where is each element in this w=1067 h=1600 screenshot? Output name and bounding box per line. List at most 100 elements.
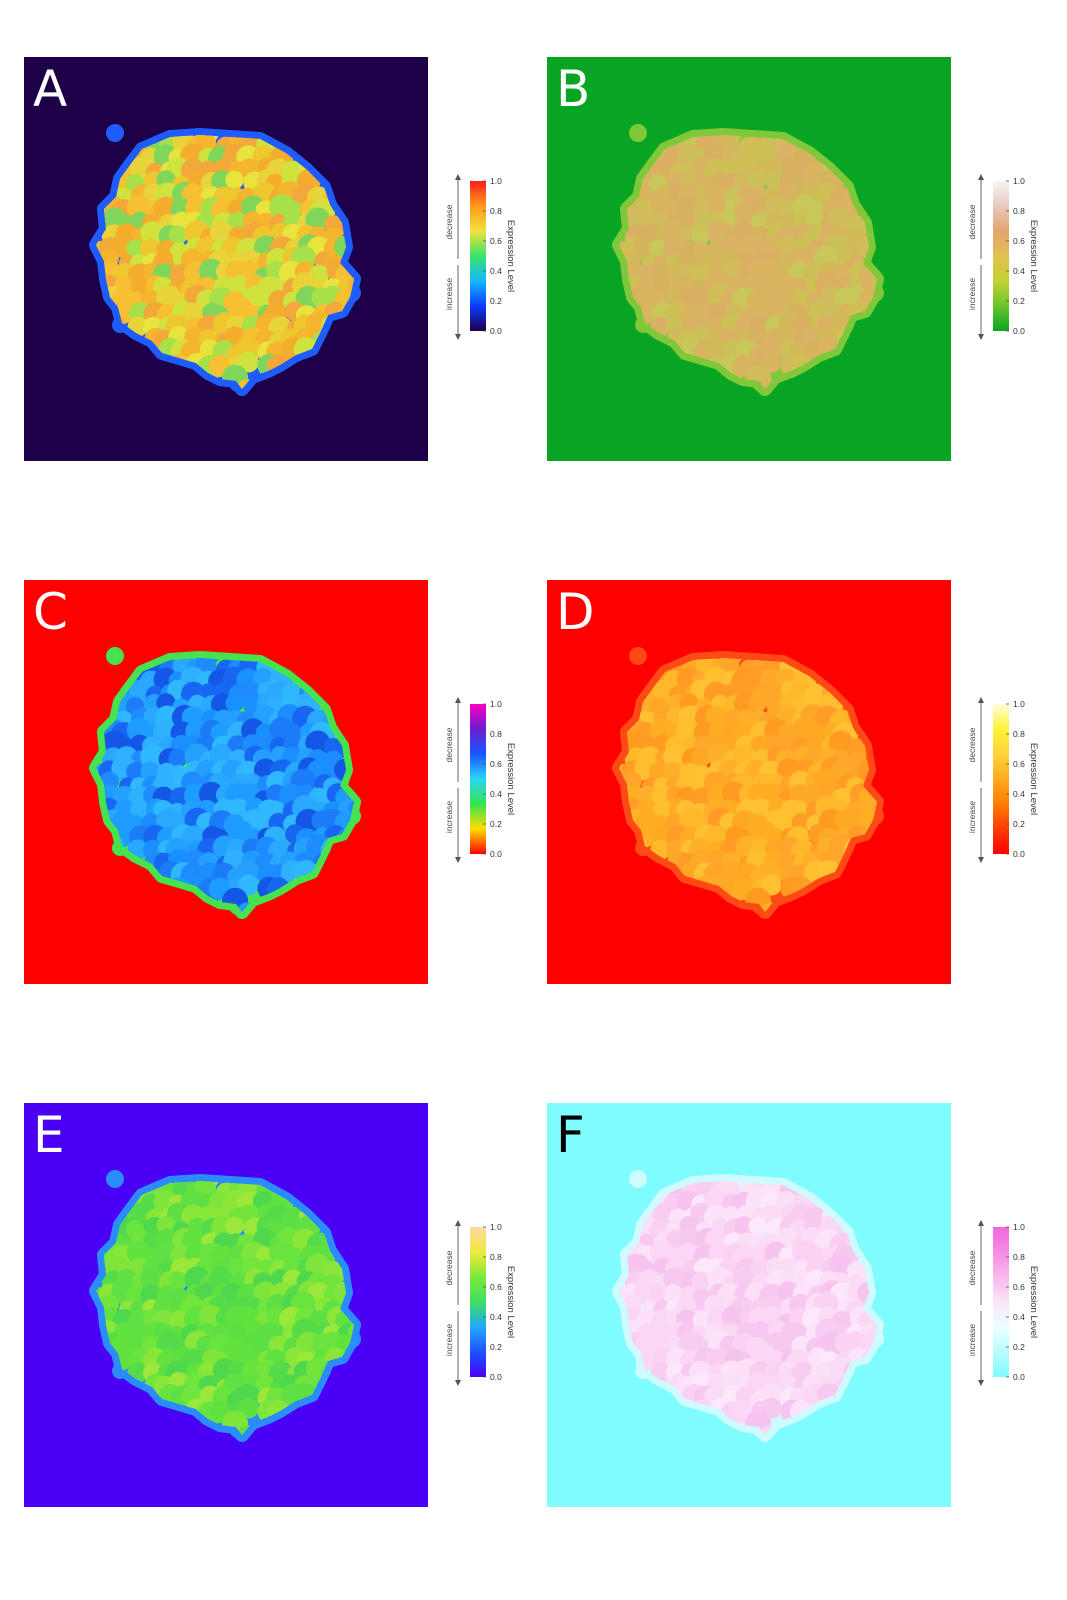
colorbar-legend-d: 1.0 0.8 0.6 0.4 0.2 0.0 Expression Level decrea…	[961, 695, 1041, 875]
heatmap-edge-cell	[629, 1170, 647, 1188]
heatmap-svg-b	[547, 57, 951, 461]
heatmap-cell	[305, 730, 331, 756]
decrease-label: decrease	[967, 204, 977, 239]
colorbar-tick-label: 0.0	[1013, 849, 1025, 859]
heatmap-cell	[663, 761, 684, 782]
colorbar	[993, 181, 1009, 331]
heatmap-cell	[828, 730, 853, 756]
heatmap-cell	[653, 800, 673, 820]
colorbar-title: Expression Level	[505, 743, 516, 815]
colorbar-svg-b: 1.0 0.8 0.6 0.4 0.2 0.0 Expression Level decrea…	[967, 174, 1039, 340]
heatmap-edge-cell	[106, 647, 124, 665]
heatmap-cell	[225, 1216, 244, 1236]
heatmap-panel-e: E	[24, 1103, 428, 1507]
colorbar	[470, 704, 486, 854]
colorbar-tick-label: 0.8	[490, 729, 502, 739]
heatmap-panel-f: F	[547, 1103, 951, 1507]
colorbar-tick-label: 0.0	[1013, 1372, 1025, 1382]
colorbar-svg-d: 1.0 0.8 0.6 0.4 0.2 0.0 Expression Level decrea…	[967, 697, 1039, 863]
panel-label-f: F	[556, 1106, 585, 1164]
heatmap-edge-cell	[106, 124, 124, 142]
colorbar-tick-label: 0.4	[1013, 266, 1025, 276]
heatmap-cell	[130, 800, 150, 820]
decrease-label: decrease	[444, 727, 454, 762]
heatmap-cell	[126, 1285, 145, 1304]
panel-label-e: E	[33, 1106, 65, 1164]
heatmap-svg-c	[24, 580, 428, 984]
colorbar-tick-label: 0.0	[490, 326, 502, 336]
heatmap-cell	[305, 207, 331, 233]
heatmap-cell	[238, 351, 259, 373]
arrow-down-icon	[978, 857, 984, 863]
colorbar-legend-e: 1.0 0.8 0.6 0.4 0.2 0.0 Expression Level decrea…	[438, 1218, 518, 1398]
heatmap-cell	[130, 1323, 150, 1343]
decrease-label: decrease	[967, 727, 977, 762]
colorbar-tick-label: 0.0	[490, 849, 502, 859]
decrease-label: decrease	[967, 1250, 977, 1285]
colorbar-tick-label: 0.4	[1013, 1312, 1025, 1322]
heatmap-cell	[238, 874, 259, 896]
heatmap-cell	[653, 1323, 673, 1343]
heatmap-cell	[691, 225, 711, 245]
arrow-up-icon	[978, 697, 984, 703]
heatmap-cell	[225, 170, 244, 190]
colorbar	[993, 704, 1009, 854]
colorbar-tick-label: 0.8	[1013, 206, 1025, 216]
decrease-label: decrease	[444, 204, 454, 239]
heatmap-cell	[828, 1253, 853, 1279]
heatmap-cell	[761, 874, 782, 896]
heatmap-cell	[748, 1216, 767, 1236]
heatmap-cell	[663, 1284, 684, 1305]
arrow-up-icon	[978, 1220, 984, 1226]
arrow-down-icon	[978, 334, 984, 340]
colorbar-tick-label: 0.6	[490, 759, 502, 769]
heatmap-svg-a	[24, 57, 428, 461]
increase-label: increase	[967, 1324, 977, 1356]
heatmap-panel-c: C	[24, 580, 428, 984]
arrow-up-icon	[978, 174, 984, 180]
colorbar-tick-label: 1.0	[1013, 1222, 1025, 1232]
heatmap-cell	[748, 693, 767, 713]
heatmap-cell	[653, 277, 673, 297]
heatmap-cell	[126, 762, 145, 781]
heatmap-cell	[140, 761, 161, 782]
heatmap-cell	[663, 238, 684, 259]
colorbar-svg-c: 1.0 0.8 0.6 0.4 0.2 0.0 Expression Level decrea…	[444, 697, 516, 863]
heatmap-edge-cell	[629, 124, 647, 142]
heatmap-cell	[168, 748, 188, 768]
heatmap-cell	[761, 1397, 782, 1419]
colorbar-tick-label: 0.4	[490, 789, 502, 799]
heatmap-svg-f	[547, 1103, 951, 1507]
colorbar-tick-label: 0.2	[1013, 1342, 1025, 1352]
heatmap-svg-d	[547, 580, 951, 984]
colorbar	[470, 1227, 486, 1377]
arrow-down-icon	[978, 1380, 984, 1386]
heatmap-cell	[225, 693, 244, 713]
heatmap-cell	[691, 1271, 711, 1291]
heatmap-panel-a: A	[24, 57, 428, 461]
heatmap-cell	[691, 748, 711, 768]
colorbar-legend-f: 1.0 0.8 0.6 0.4 0.2 0.0 Expression Level decrea…	[961, 1218, 1041, 1398]
increase-label: increase	[967, 278, 977, 310]
panel-label-c: C	[33, 583, 68, 641]
arrow-up-icon	[455, 697, 461, 703]
colorbar-tick-label: 0.4	[490, 266, 502, 276]
colorbar-tick-label: 1.0	[490, 1222, 502, 1232]
colorbar-tick-label: 0.2	[490, 819, 502, 829]
colorbar-tick-label: 1.0	[1013, 176, 1025, 186]
heatmap-edge-cell	[629, 647, 647, 665]
colorbar-tick-label: 0.0	[490, 1372, 502, 1382]
colorbar-tick-label: 0.8	[490, 206, 502, 216]
colorbar-tick-label: 0.0	[1013, 326, 1025, 336]
colorbar-title: Expression Level	[1028, 743, 1039, 815]
increase-label: increase	[444, 1324, 454, 1356]
heatmap-cell	[130, 277, 150, 297]
colorbar	[993, 1227, 1009, 1377]
heatmap-cell	[126, 239, 145, 258]
colorbar-legend-a: 1.0 0.8 0.6 0.4 0.2 0.0 Expression Level decrea…	[438, 172, 518, 352]
heatmap-cell	[761, 351, 782, 373]
colorbar-tick-label: 0.6	[1013, 1282, 1025, 1292]
heatmap-cell	[168, 225, 188, 245]
heatmap-cell	[140, 238, 161, 259]
arrow-down-icon	[455, 334, 461, 340]
